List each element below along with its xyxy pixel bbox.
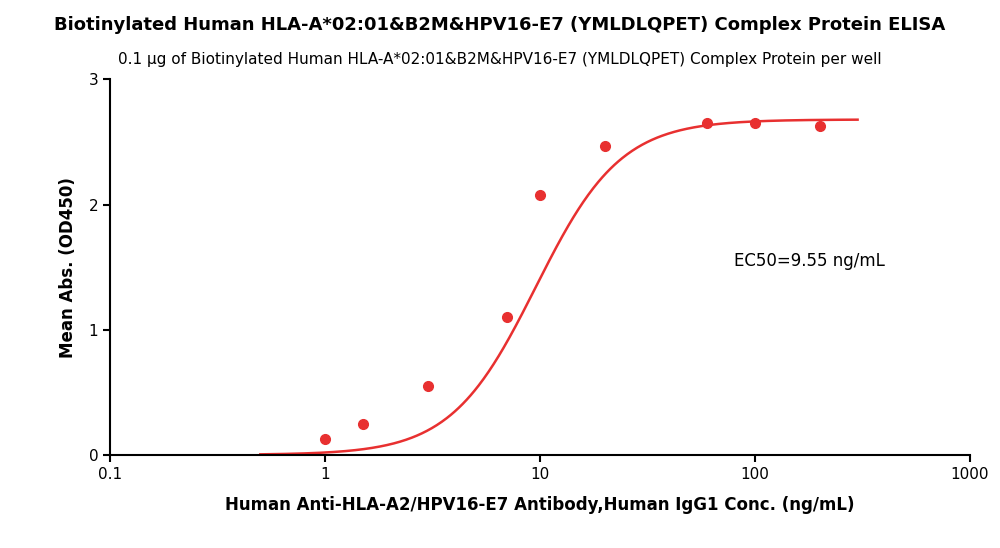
X-axis label: Human Anti-HLA-A2/HPV16-E7 Antibody,Human IgG1 Conc. (ng/mL): Human Anti-HLA-A2/HPV16-E7 Antibody,Huma… (225, 495, 855, 513)
Y-axis label: Mean Abs. (OD450): Mean Abs. (OD450) (59, 176, 77, 358)
Text: EC50=9.55 ng/mL: EC50=9.55 ng/mL (734, 252, 885, 270)
Text: Biotinylated Human HLA-A*02:01&B2M&HPV16-E7 (YMLDLQPET) Complex Protein ELISA: Biotinylated Human HLA-A*02:01&B2M&HPV16… (54, 16, 946, 35)
Text: 0.1 μg of Biotinylated Human HLA-A*02:01&B2M&HPV16-E7 (YMLDLQPET) Complex Protei: 0.1 μg of Biotinylated Human HLA-A*02:01… (118, 52, 882, 67)
